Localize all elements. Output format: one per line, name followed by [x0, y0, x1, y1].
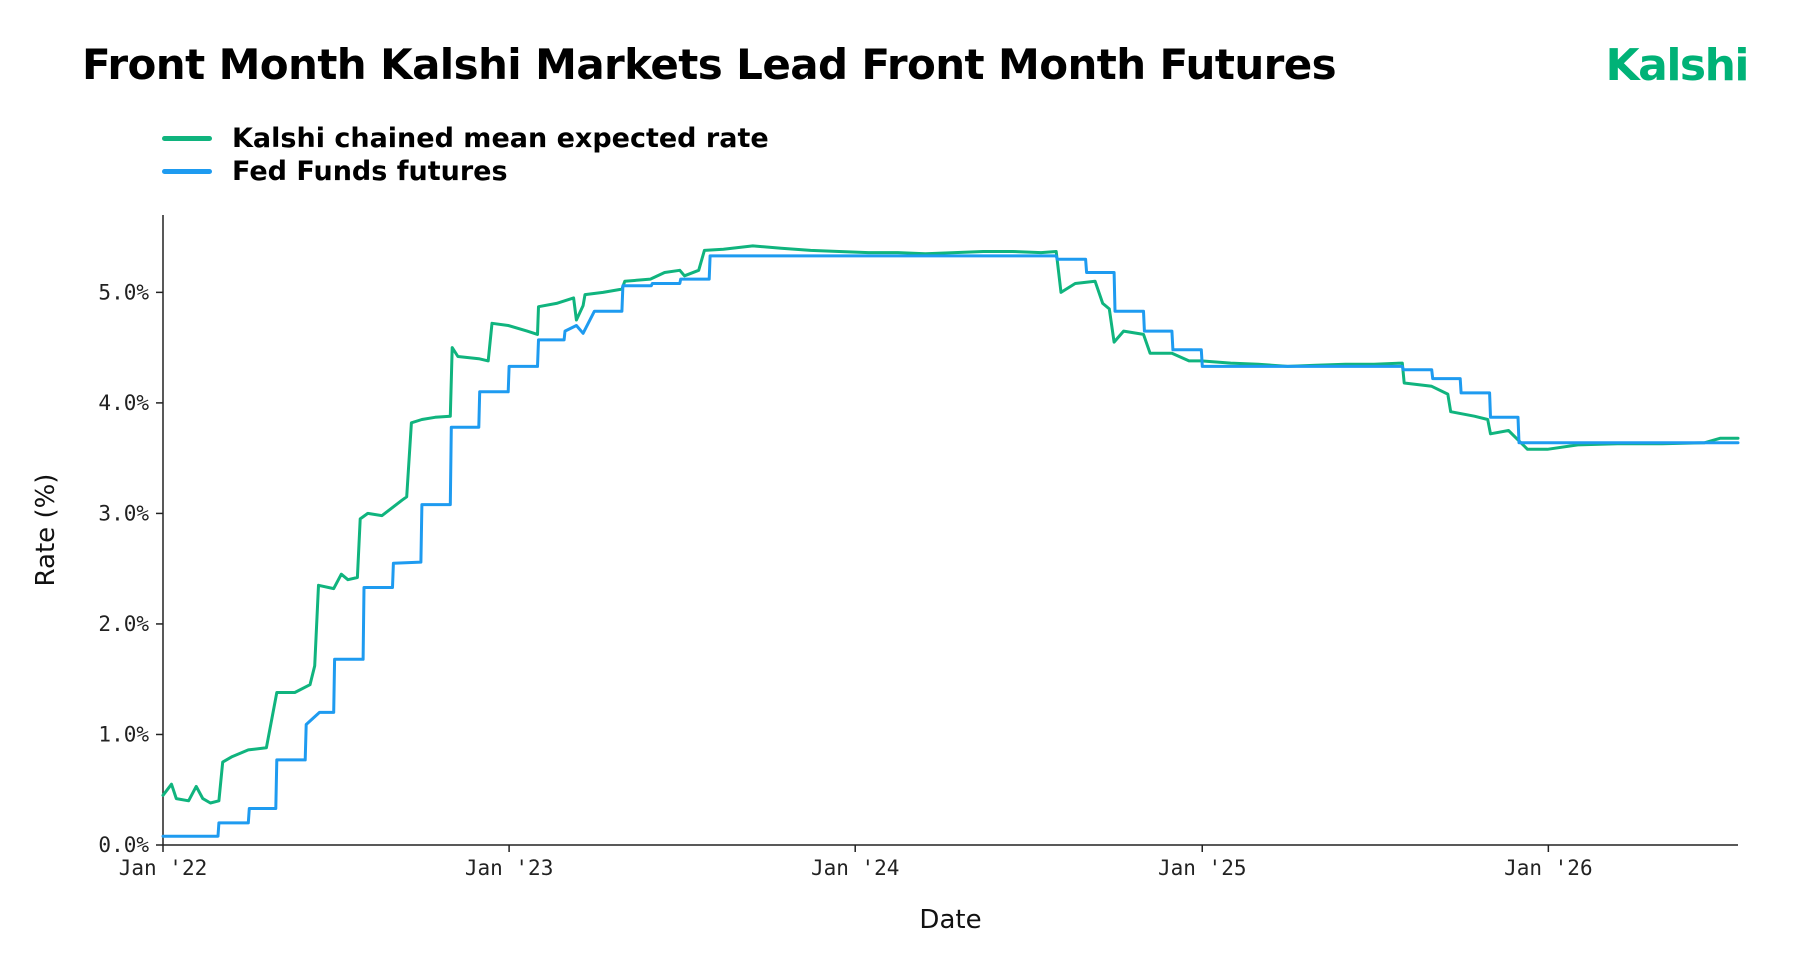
y-tick-label: 1.0% — [98, 722, 149, 746]
y-tick-label: 3.0% — [98, 501, 149, 525]
kalshi-logo: Kalshi — [1605, 40, 1750, 91]
legend-swatch-kalshi — [162, 136, 212, 141]
legend-label-kalshi: Kalshi chained mean expected rate — [232, 123, 769, 154]
legend-item-kalshi: Kalshi chained mean expected rate — [162, 122, 769, 155]
y-tick-label: 5.0% — [98, 280, 149, 304]
y-tick-label: 2.0% — [98, 612, 149, 636]
x-tick-label: Jan '24 — [811, 856, 900, 880]
x-tick-label: Jan '26 — [1504, 856, 1593, 880]
legend-item-fed-funds: Fed Funds futures — [162, 155, 769, 188]
y-axis-title: Rate (%) — [31, 474, 61, 587]
axes — [162, 215, 1738, 846]
x-tick-label: Jan '22 — [119, 856, 208, 880]
y-tick-label: 0.0% — [98, 833, 149, 857]
chart-title: Front Month Kalshi Markets Lead Front Mo… — [82, 40, 1337, 89]
series-line-fed-funds — [161, 254, 1740, 838]
x-tick-label: Jan '25 — [1158, 856, 1247, 880]
x-tick-label: Jan '23 — [465, 856, 554, 880]
series-lines — [161, 244, 1740, 838]
legend-label-fed-funds: Fed Funds futures — [232, 156, 508, 187]
chart-legend: Kalshi chained mean expected rate Fed Fu… — [162, 122, 769, 188]
x-ticks: Jan '22 Jan '23 Jan '24 Jan '25 Jan '26 — [119, 845, 1593, 880]
y-tick-label: 4.0% — [98, 391, 149, 415]
y-ticks: 0.0% 1.0% 2.0% 3.0% 4.0% 5.0% — [98, 280, 163, 857]
series-line-kalshi — [161, 244, 1740, 805]
x-axis-title: Date — [919, 905, 981, 935]
legend-swatch-fed-funds — [162, 169, 212, 174]
